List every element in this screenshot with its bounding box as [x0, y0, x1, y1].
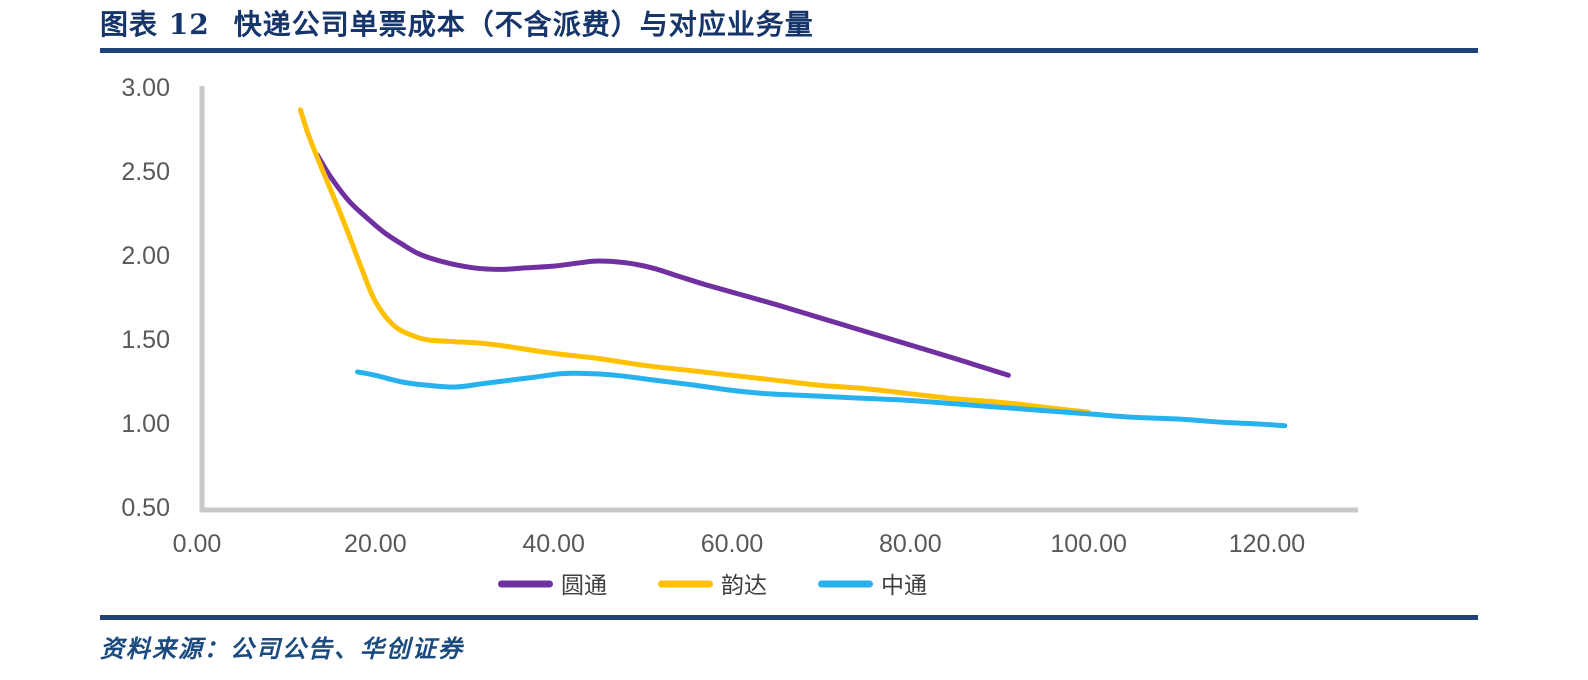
- x-tick-label: 60.00: [701, 530, 764, 558]
- figure-title: 图表 12 快递公司单票成本（不含派费）与对应业务量: [100, 8, 1478, 42]
- source-value: 公司公告、华创证券: [230, 634, 464, 663]
- y-tick-label: 0.50: [121, 494, 170, 522]
- legend-label-韵达: 韵达: [721, 572, 767, 598]
- chart-header: 图表 12 快递公司单票成本（不含派费）与对应业务量: [100, 8, 1478, 53]
- y-tick-label: 3.00: [121, 74, 170, 102]
- legend-swatch-韵达: [658, 580, 713, 588]
- figure-title-text: 快递公司单票成本（不含派费）与对应业务量: [233, 8, 814, 41]
- legend-label-中通: 中通: [881, 572, 927, 598]
- legend-label-圆通: 圆通: [561, 572, 607, 598]
- source-footer: 资料来源：公司公告、华创证券: [100, 615, 1478, 664]
- y-tick-label: 1.50: [121, 326, 170, 354]
- y-tick-label: 2.00: [121, 242, 170, 270]
- y-tick-label: 2.50: [121, 158, 170, 186]
- x-tick-label: 100.00: [1050, 530, 1126, 558]
- x-tick-label: 0.00: [173, 530, 222, 558]
- x-tick-label: 80.00: [879, 530, 942, 558]
- chart-canvas: 0.50 1.00 1.50 2.00 2.50 3.00 0.00 20.00 40.00 60…: [121, 74, 1358, 598]
- series-line-中通: [355, 369, 1288, 429]
- y-tick-label: 1.00: [121, 410, 170, 438]
- legend-swatch-圆通: [498, 580, 553, 588]
- figure-label: 图表 12: [100, 8, 210, 41]
- series-line-圆通: [314, 152, 1011, 378]
- x-tick-label: 120.00: [1229, 530, 1305, 558]
- x-tick-label: 20.00: [344, 530, 407, 558]
- express-cost-volume-chart: 0.50 1.00 1.50 2.00 2.50 3.00 0.00 20.00 40.00 60…: [0, 56, 1588, 612]
- source-label: 资料来源：: [100, 634, 230, 663]
- source-text: 资料来源：公司公告、华创证券: [100, 629, 1478, 664]
- legend-swatch-中通: [818, 580, 873, 588]
- series-line-韵达: [297, 107, 1092, 415]
- x-tick-label: 40.00: [522, 530, 585, 558]
